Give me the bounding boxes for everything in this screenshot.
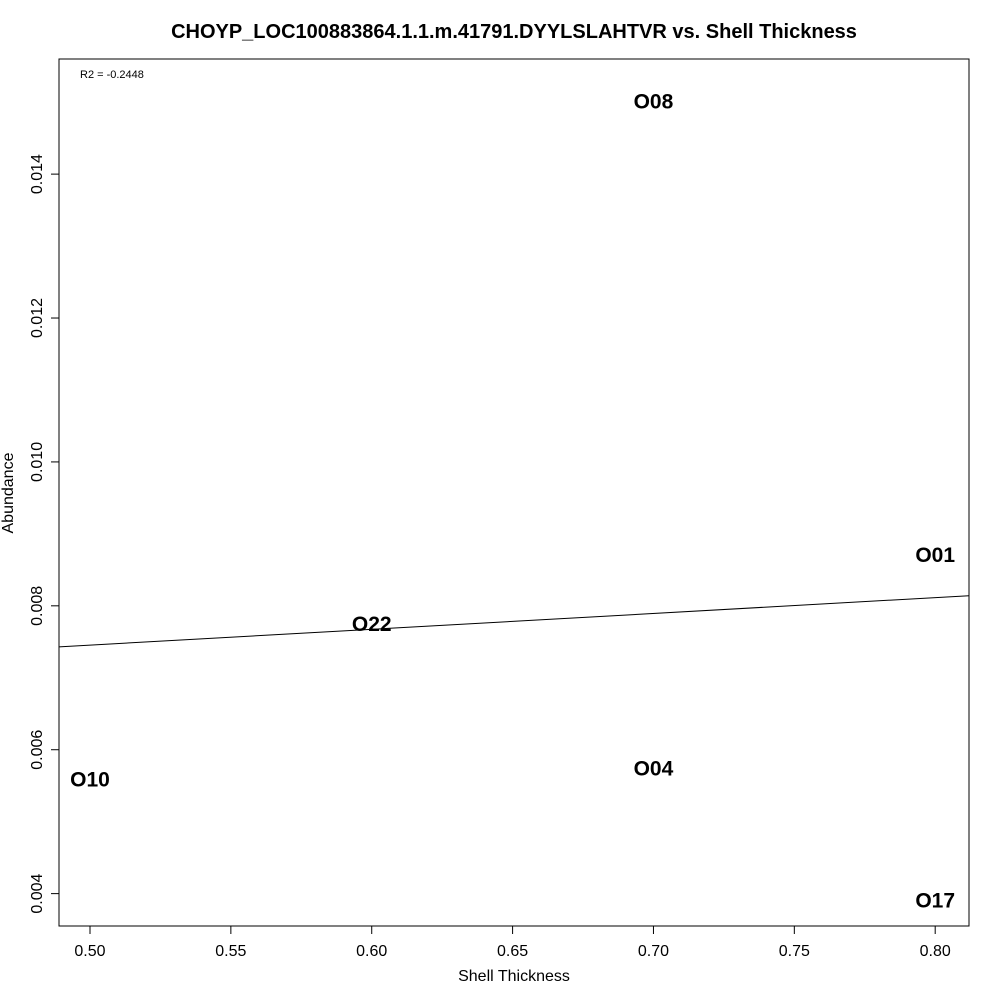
y-tick-label: 0.010 bbox=[29, 442, 46, 482]
x-tick-label: 0.75 bbox=[779, 943, 810, 960]
chart-title: CHOYP_LOC100883864.1.1.m.41791.DYYLSLAHT… bbox=[171, 21, 857, 43]
r2-annotation: R2 = -0.2448 bbox=[80, 69, 144, 81]
regression-line bbox=[58, 595, 970, 648]
x-tick-label: 0.80 bbox=[920, 943, 951, 960]
point-label-o17: O17 bbox=[915, 889, 955, 912]
y-tick-label: 0.012 bbox=[29, 298, 46, 338]
point-label-o10: O10 bbox=[70, 768, 110, 791]
x-tick-label: 0.65 bbox=[497, 943, 528, 960]
x-tick-label: 0.70 bbox=[638, 943, 669, 960]
point-label-o08: O08 bbox=[634, 91, 674, 114]
x-tick-label: 0.60 bbox=[356, 943, 387, 960]
point-label-o22: O22 bbox=[352, 613, 392, 636]
y-tick-label: 0.004 bbox=[29, 874, 46, 914]
x-tick-label: 0.50 bbox=[74, 943, 105, 960]
y-axis-title: Abundance bbox=[0, 452, 17, 533]
y-tick-label: 0.008 bbox=[29, 586, 46, 626]
x-axis: 0.50 0.55 0.60 0.65 0.70 0.75 0.80 bbox=[74, 925, 951, 960]
point-labels: O08 O01 O22 O10 O04 O17 bbox=[70, 91, 955, 913]
y-tick-label: 0.006 bbox=[29, 730, 46, 770]
plot-frame bbox=[58, 58, 970, 927]
y-axis: 0.004 0.006 0.008 0.010 0.012 0.014 bbox=[29, 154, 60, 914]
x-axis-title: Shell Thickness bbox=[458, 968, 570, 985]
point-label-o01: O01 bbox=[915, 544, 955, 567]
y-tick-label: 0.014 bbox=[29, 154, 46, 194]
point-label-o04: O04 bbox=[634, 758, 674, 781]
x-tick-label: 0.55 bbox=[215, 943, 246, 960]
